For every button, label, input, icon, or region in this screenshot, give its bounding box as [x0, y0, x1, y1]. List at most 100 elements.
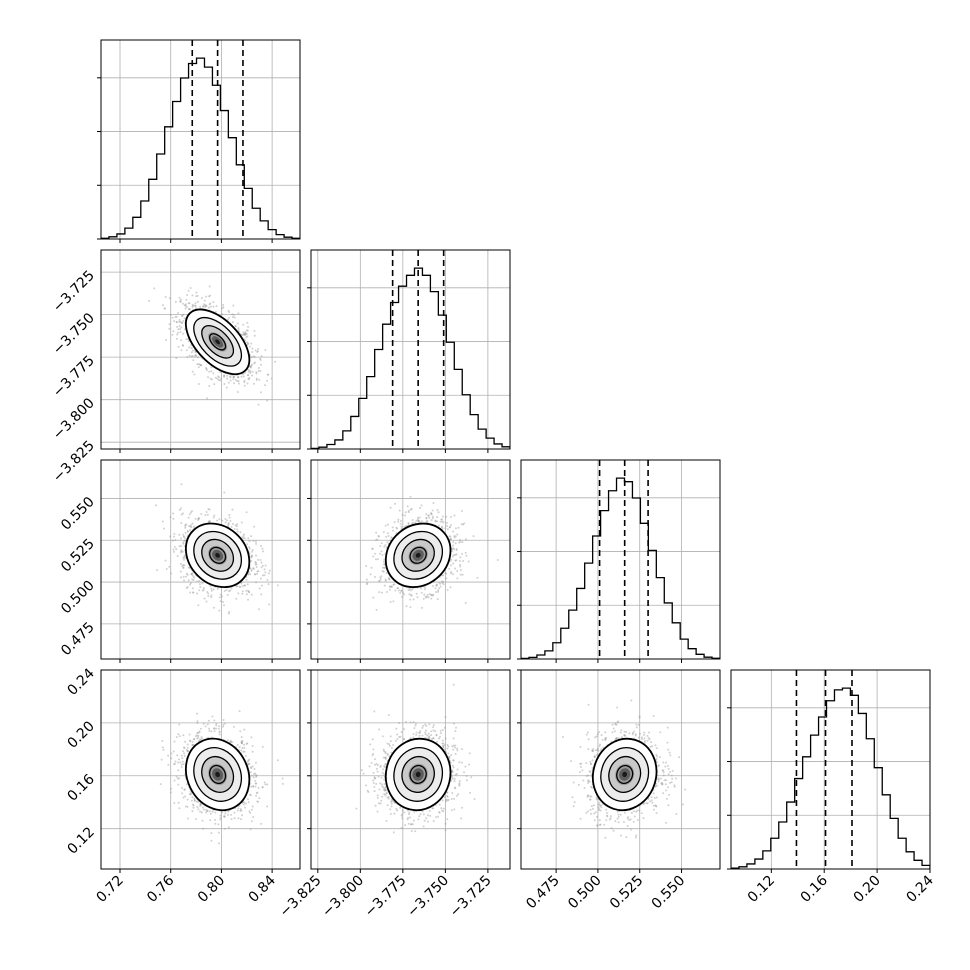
sample-point [218, 733, 221, 736]
sample-point [181, 321, 184, 324]
sample-point [206, 723, 209, 726]
sample-point [465, 554, 468, 557]
sample-point [261, 574, 264, 577]
sample-point [208, 285, 211, 288]
sample-point [385, 572, 388, 575]
sample-point [205, 367, 208, 370]
sample-point [244, 806, 247, 809]
sample-point [382, 560, 385, 563]
sample-point [249, 370, 252, 373]
sample-point [239, 531, 242, 534]
sample-point [459, 565, 462, 568]
sample-point [418, 516, 421, 519]
panel-2-0 [100, 459, 301, 663]
sample-point [452, 530, 455, 533]
sample-point [426, 595, 429, 598]
sample-point [168, 297, 171, 300]
sample-point [170, 572, 173, 575]
sample-point [196, 363, 199, 366]
sample-point [458, 541, 461, 544]
sample-point [242, 333, 245, 336]
contour-line [409, 546, 427, 564]
sample-point [476, 576, 479, 579]
sample-point [377, 558, 380, 561]
sample-point [250, 569, 253, 572]
panel-frame [310, 459, 511, 660]
sample-point [440, 580, 443, 583]
sample-point [244, 755, 247, 758]
sample-point [170, 787, 173, 790]
sample-point [458, 563, 461, 566]
sample-point [430, 597, 433, 600]
sample-point [388, 578, 391, 581]
sample-point [264, 564, 267, 567]
panel-1-0 [100, 249, 301, 453]
sample-point [148, 299, 151, 302]
sample-point [247, 374, 250, 377]
sample-point [192, 804, 195, 807]
sample-point [261, 547, 264, 550]
sample-point [212, 516, 215, 519]
sample-point [439, 520, 442, 523]
sample-point [394, 502, 397, 505]
sample-point [424, 586, 427, 589]
sample-point [156, 569, 159, 572]
sample-point [179, 298, 182, 301]
sample-point [451, 555, 454, 558]
sample-point [420, 504, 423, 507]
sample-point [185, 298, 188, 301]
sample-point [223, 374, 226, 377]
contour-line [185, 308, 251, 376]
sample-point [248, 546, 251, 549]
sample-point [208, 810, 211, 813]
sample-point [251, 370, 254, 373]
sample-point [188, 513, 191, 516]
sample-point [247, 801, 250, 804]
sample-point [267, 583, 270, 586]
sample-point [260, 593, 263, 596]
sample-point [181, 314, 184, 317]
sample-point [182, 533, 185, 536]
sample-point [222, 303, 225, 306]
sample-point [185, 572, 188, 575]
sample-point [187, 302, 190, 305]
sample-point [210, 587, 213, 590]
sample-point [215, 305, 218, 308]
sample-point [193, 304, 196, 307]
sample-point [175, 320, 178, 323]
sample-point [383, 563, 386, 566]
sample-point [439, 585, 442, 588]
sample-point [216, 519, 219, 522]
sample-point [243, 584, 246, 587]
sample-point [450, 523, 453, 526]
sample-point [266, 373, 269, 376]
sample-point [191, 303, 194, 306]
sample-point [189, 524, 192, 527]
sample-point [381, 553, 384, 556]
sample-point [163, 307, 166, 310]
sample-point [255, 554, 258, 557]
sample-point [231, 508, 234, 511]
sample-point [203, 808, 206, 811]
sample-point [177, 761, 180, 764]
sample-point [249, 828, 252, 831]
sample-point [195, 291, 198, 294]
sample-point [161, 304, 164, 307]
sample-point [446, 525, 449, 528]
sample-point [231, 313, 234, 316]
sample-point [461, 541, 464, 544]
sample-point [175, 337, 178, 340]
sample-point [236, 322, 239, 325]
sample-point [453, 548, 456, 551]
sample-point [169, 516, 172, 519]
sample-point [449, 538, 452, 541]
sample-point [446, 528, 449, 531]
sample-point [179, 507, 182, 510]
sample-point [218, 518, 221, 521]
sample-point [204, 304, 207, 307]
sample-point [237, 312, 240, 315]
sample-point [266, 399, 269, 402]
sample-point [180, 551, 183, 554]
sample-point [250, 342, 253, 345]
sample-point [459, 556, 462, 559]
